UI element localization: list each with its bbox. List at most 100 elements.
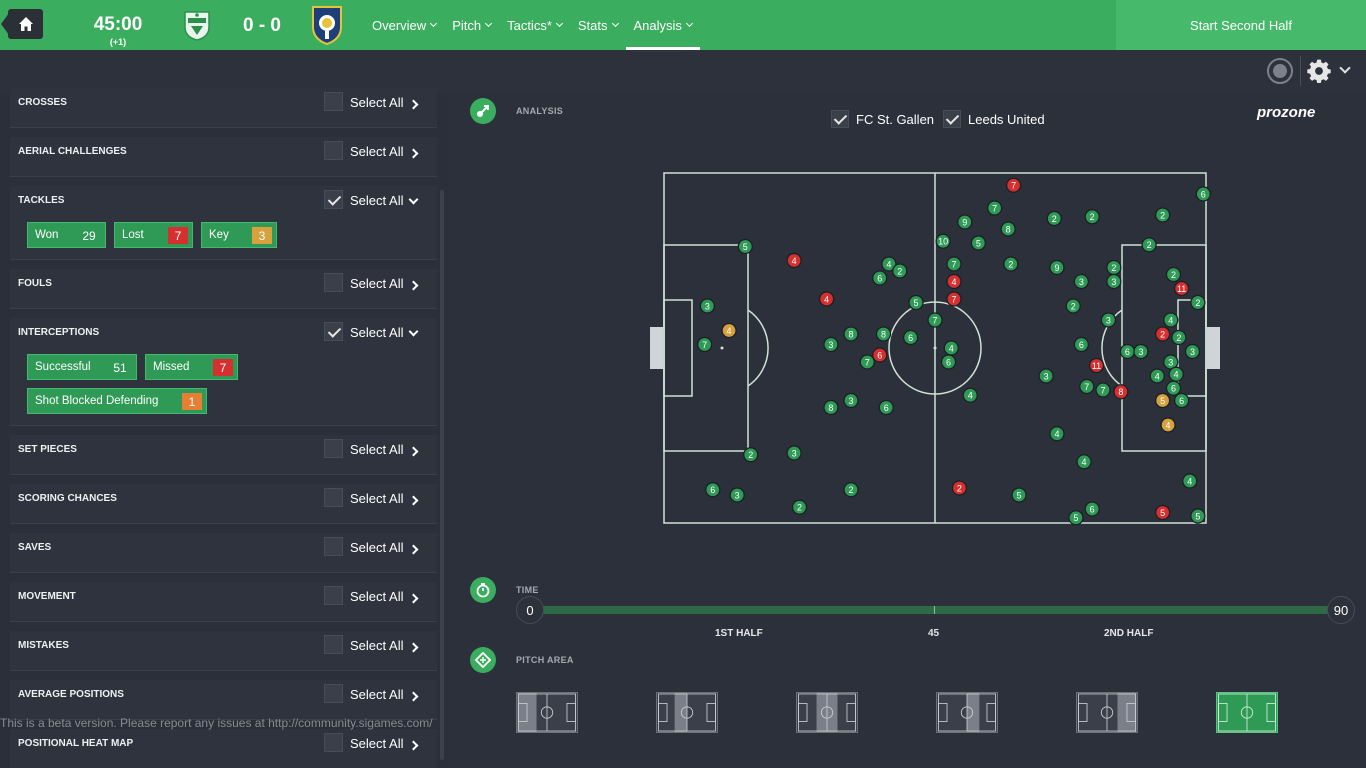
event-marker[interactable]: 8: [1113, 384, 1129, 400]
event-marker[interactable]: 4: [721, 322, 737, 339]
event-marker[interactable]: 2: [843, 482, 859, 498]
event-marker[interactable]: 3: [1106, 273, 1122, 290]
event-marker[interactable]: 4: [1076, 454, 1092, 470]
select-all-checkbox[interactable]: [324, 92, 343, 111]
event-marker[interactable]: 7: [1079, 378, 1095, 395]
event-marker[interactable]: 8: [823, 399, 839, 416]
nav-tactics[interactable]: Tactics*: [499, 0, 570, 50]
scrollbar[interactable]: [440, 190, 444, 760]
event-marker[interactable]: 6: [902, 329, 919, 346]
category-average-positions[interactable]: AVERAGE POSITIONS Select All: [10, 680, 437, 720]
event-marker[interactable]: 3: [729, 487, 745, 503]
select-all-checkbox[interactable]: [324, 190, 343, 209]
category-tackles[interactable]: TACKLES Select All Won 29 Lost 7 Key 3: [10, 186, 437, 260]
nav-pitch[interactable]: Pitch: [444, 0, 499, 50]
select-all-checkbox[interactable]: [324, 635, 343, 654]
event-marker[interactable]: 3: [1133, 343, 1149, 360]
filter-chip-missed[interactable]: Missed 7: [145, 354, 238, 380]
event-marker[interactable]: 3: [1100, 312, 1117, 328]
select-all-checkbox[interactable]: [324, 141, 343, 160]
record-button[interactable]: [1267, 58, 1293, 84]
event-marker[interactable]: 6: [1073, 336, 1089, 353]
event-marker[interactable]: 2: [1165, 266, 1182, 283]
category-movement[interactable]: MOVEMENT Select All: [10, 582, 437, 622]
event-marker[interactable]: 4: [786, 252, 802, 269]
event-marker[interactable]: 2: [1190, 294, 1206, 311]
select-all-checkbox[interactable]: [324, 586, 343, 605]
event-marker[interactable]: 6: [1173, 392, 1190, 409]
category-scoring-chances[interactable]: SCORING CHANCES Select All: [10, 484, 437, 524]
event-marker[interactable]: 6: [878, 399, 894, 416]
time-slider-track[interactable]: [540, 606, 1330, 614]
chevron-right-icon[interactable]: [408, 99, 419, 110]
event-marker[interactable]: 5: [1011, 487, 1027, 503]
pitch-area-left-middle[interactable]: [656, 692, 718, 733]
event-marker[interactable]: 2: [1084, 209, 1100, 225]
event-marker[interactable]: 4: [1163, 312, 1179, 328]
pitch-area-whole-pitch[interactable]: [1216, 692, 1278, 733]
category-set-pieces[interactable]: SET PIECES Select All: [10, 435, 437, 475]
filter-chip-shot-blocked-defending[interactable]: Shot Blocked Defending 1: [27, 388, 207, 414]
event-marker[interactable]: 6: [872, 347, 888, 363]
chevron-right-icon[interactable]: [408, 544, 419, 555]
time-slider-end-handle[interactable]: 90: [1327, 596, 1355, 624]
event-marker[interactable]: 2: [1141, 237, 1157, 253]
select-all-checkbox[interactable]: [324, 537, 343, 556]
select-all-checkbox[interactable]: [324, 322, 343, 341]
event-marker[interactable]: 7: [1095, 382, 1111, 398]
select-all-checkbox[interactable]: [324, 439, 343, 458]
event-marker[interactable]: 3: [1184, 343, 1201, 360]
event-marker[interactable]: 4: [1160, 417, 1176, 433]
event-marker[interactable]: 3: [786, 445, 802, 461]
event-marker[interactable]: 2: [892, 263, 908, 279]
filter-chip-lost[interactable]: Lost 7: [114, 222, 193, 248]
event-marker[interactable]: 5: [737, 238, 753, 255]
chevron-right-icon[interactable]: [408, 691, 419, 702]
select-all-checkbox[interactable]: [324, 733, 343, 752]
chevron-right-icon[interactable]: [408, 740, 419, 751]
event-marker[interactable]: 3: [1038, 368, 1054, 384]
category-aerial-challenges[interactable]: AERIAL CHALLENGES Select All: [10, 137, 437, 177]
event-marker[interactable]: 2: [1003, 256, 1019, 272]
event-marker[interactable]: 5: [1154, 392, 1171, 409]
chevron-right-icon[interactable]: [408, 642, 419, 653]
category-crosses[interactable]: CROSSES Select All: [10, 88, 437, 128]
select-all-checkbox[interactable]: [324, 684, 343, 703]
event-marker[interactable]: 5: [1190, 508, 1206, 524]
home-button[interactable]: [1, 9, 43, 39]
event-marker[interactable]: 4: [1049, 426, 1065, 442]
pitch-area-left-third[interactable]: [516, 692, 578, 733]
nav-stats[interactable]: Stats: [570, 0, 626, 50]
event-marker[interactable]: 4: [881, 256, 897, 272]
filter-chip-key[interactable]: Key 3: [201, 222, 277, 248]
category-saves[interactable]: SAVES Select All: [10, 533, 437, 573]
chevron-right-icon[interactable]: [408, 593, 419, 604]
category-fouls[interactable]: FOULS Select All: [10, 269, 437, 309]
event-marker[interactable]: 6: [1165, 380, 1182, 396]
event-marker[interactable]: 7: [946, 291, 962, 307]
event-marker[interactable]: 5: [1154, 504, 1171, 521]
event-marker[interactable]: 4: [818, 291, 835, 307]
event-marker[interactable]: 2: [1046, 210, 1062, 227]
event-marker[interactable]: 8: [1000, 221, 1016, 237]
chevron-right-icon[interactable]: [408, 495, 419, 506]
nav-analysis[interactable]: Analysis: [625, 0, 701, 50]
event-marker[interactable]: 2: [1154, 207, 1171, 223]
event-marker[interactable]: 9: [1049, 259, 1065, 276]
event-marker[interactable]: 5: [908, 294, 924, 311]
event-marker[interactable]: 2: [1171, 329, 1187, 346]
event-marker[interactable]: 2: [951, 480, 968, 496]
team-checkbox-leeds[interactable]: [943, 110, 961, 128]
event-marker[interactable]: 2: [1065, 298, 1081, 314]
event-marker[interactable]: 7: [927, 312, 943, 328]
event-marker[interactable]: 11: [1173, 280, 1190, 297]
chevron-down-icon[interactable]: [408, 194, 419, 205]
filter-chip-successful[interactable]: Successful 51: [27, 354, 137, 380]
event-marker[interactable]: 7: [1005, 177, 1022, 193]
event-marker[interactable]: 4: [946, 273, 962, 290]
event-marker[interactable]: 4: [943, 340, 959, 356]
event-marker[interactable]: 2: [743, 447, 759, 463]
event-marker[interactable]: 6: [1195, 186, 1211, 202]
event-marker[interactable]: 7: [946, 256, 962, 272]
event-marker[interactable]: 8: [843, 326, 859, 342]
